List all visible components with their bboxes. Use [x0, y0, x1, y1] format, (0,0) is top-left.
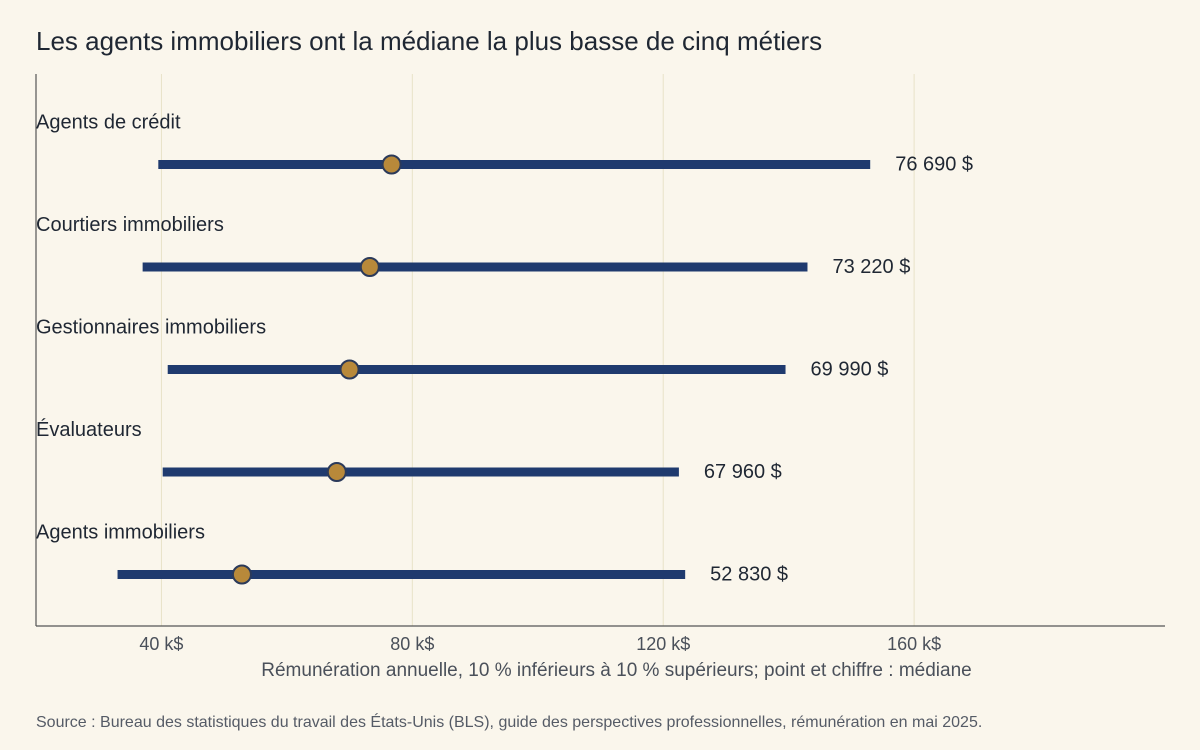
row-3: Évaluateurs 67 960 $	[36, 418, 782, 483]
median-value-label: 76 690 $	[895, 154, 973, 176]
x-tick-label: 160 k$	[887, 634, 941, 654]
category-label: Courtiers immobiliers	[36, 214, 224, 236]
axes	[35, 74, 1165, 627]
grid-lines	[160, 74, 915, 626]
median-value-label: 67 960 $	[704, 461, 782, 483]
median-dot	[326, 462, 347, 482]
source-note: Source : Bureau des statistiques du trav…	[36, 714, 983, 731]
x-tick-label: 120 k$	[636, 634, 690, 654]
category-label: Agents immobiliers	[36, 522, 205, 544]
median-value-label: 52 830 $	[710, 564, 788, 586]
category-rows: Agents de crédit 76 690 $ Courtiers immobi…	[36, 112, 973, 586]
category-label: Agents de crédit	[36, 112, 181, 134]
median-dot	[339, 359, 360, 380]
row-4: Agents immobiliers 52 830 $	[36, 522, 788, 586]
category-label: Gestionnaires immobiliers	[36, 317, 266, 339]
median-dot	[359, 257, 380, 277]
row-1: Courtiers immobiliers 73 220 $	[36, 214, 910, 278]
row-0: Agents de crédit 76 690 $	[36, 112, 973, 176]
x-tick-label: 40 k$	[139, 634, 183, 654]
median-dot	[381, 154, 402, 175]
median-value-label: 73 220 $	[832, 256, 910, 278]
x-axis-label: Rémunération annuelle, 10 % inférieurs à…	[261, 660, 971, 681]
x-tick-labels: 40 k$ 80 k$ 120 k$ 160 k$	[139, 634, 941, 654]
chart-title: Les agents immobiliers ont la médiane la…	[36, 26, 823, 56]
x-tick-label: 80 k$	[390, 634, 434, 654]
median-value-label: 69 990 $	[811, 359, 889, 381]
category-label: Évaluateurs	[36, 418, 142, 441]
row-2: Gestionnaires immobiliers 69 990 $	[36, 317, 888, 381]
median-dot	[231, 564, 252, 585]
